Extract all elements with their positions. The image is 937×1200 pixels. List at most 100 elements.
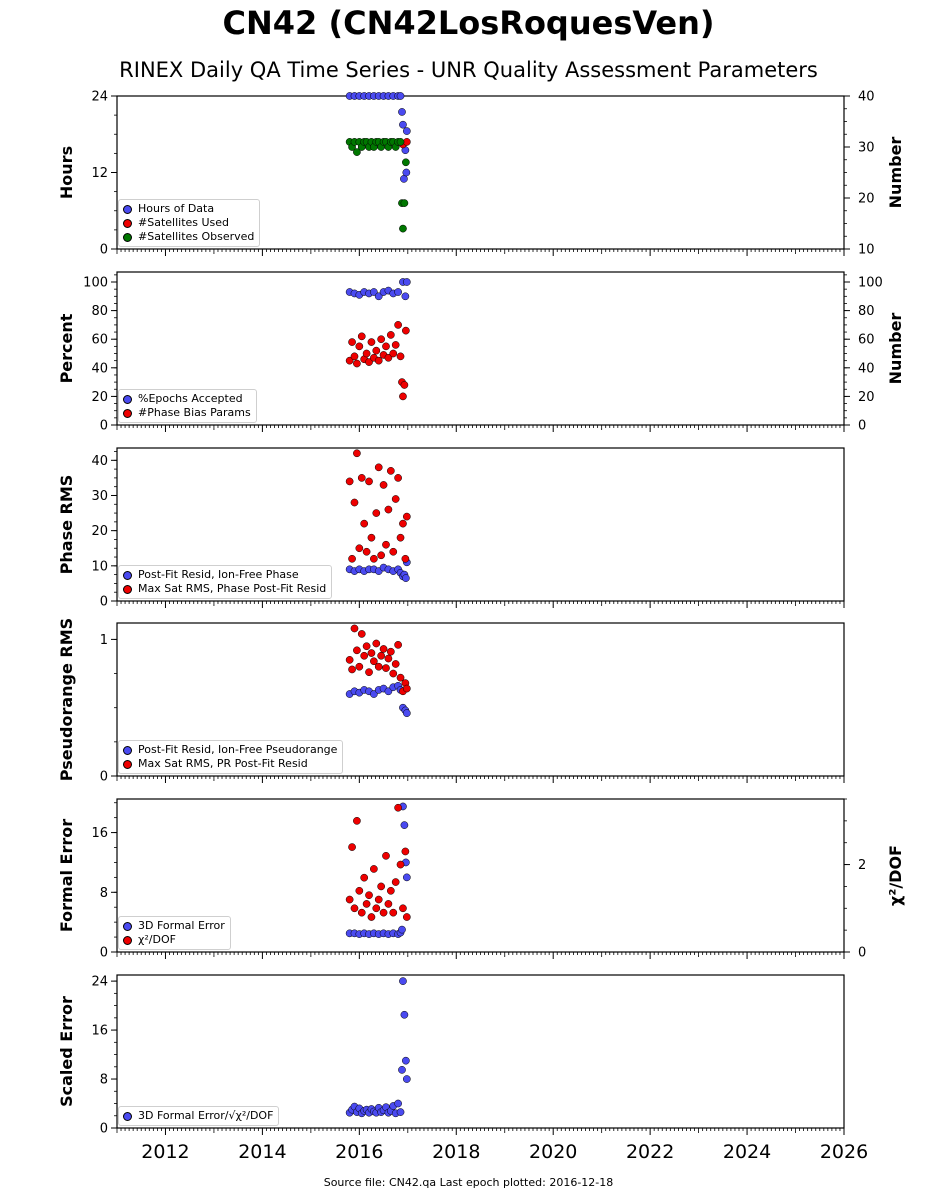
data-point xyxy=(394,803,402,812)
legend-label: 3D Formal Error/√χ²/DOF xyxy=(138,1109,274,1122)
data-point xyxy=(391,495,400,503)
data-point xyxy=(377,651,385,660)
data-point xyxy=(360,873,369,882)
y-tick-label: 40 xyxy=(91,454,108,469)
data-point xyxy=(402,1075,411,1083)
data-point xyxy=(362,642,371,651)
y-tick-label: 20 xyxy=(91,524,108,539)
data-point xyxy=(401,292,410,301)
data-point xyxy=(362,547,371,556)
y-tick-label: 20 xyxy=(91,390,108,405)
data-point xyxy=(402,574,410,582)
y-tick-label: 60 xyxy=(91,333,108,348)
data-point xyxy=(348,338,356,346)
y-tick-label: 0 xyxy=(100,770,108,785)
y-right-tick-label: 0 xyxy=(858,419,866,434)
legend-panel-6: 3D Formal Error/√χ²/DOF xyxy=(118,1106,280,1126)
y-right-tick-label: 40 xyxy=(858,90,875,105)
y-right-tick-label: 20 xyxy=(858,192,875,207)
y-tick-label: 30 xyxy=(91,489,108,504)
legend-item: Hours of Data xyxy=(123,202,254,216)
data-point xyxy=(345,477,354,486)
y-right-tick-label: 60 xyxy=(858,333,875,348)
data-point xyxy=(389,908,398,917)
data-point xyxy=(353,646,361,655)
data-point xyxy=(400,175,408,183)
y-right-axis-label: Number xyxy=(886,313,905,385)
data-point xyxy=(384,505,393,514)
y-tick-label: 0 xyxy=(100,243,108,258)
x-tick-label: 2016 xyxy=(335,1141,383,1163)
y-axis-label: Phase RMS xyxy=(57,475,76,575)
y-right-tick-label: 2 xyxy=(858,858,866,873)
data-point xyxy=(396,533,405,542)
data-point xyxy=(400,199,409,207)
legend-label: Max Sat RMS, PR Post-Fit Resid xyxy=(138,757,308,770)
data-point xyxy=(396,138,405,146)
legend-marker xyxy=(123,218,132,228)
data-point xyxy=(396,860,405,869)
data-point xyxy=(396,673,405,682)
data-point xyxy=(399,120,407,129)
legend-panel-4: Post-Fit Resid, Ion-Free Pseudorange Max … xyxy=(118,740,344,774)
data-point xyxy=(362,900,371,908)
data-point xyxy=(374,356,383,365)
legend-marker xyxy=(123,408,132,418)
data-point xyxy=(386,331,395,339)
data-point xyxy=(400,381,409,389)
data-point xyxy=(402,326,410,335)
y-tick-label: 0 xyxy=(100,419,108,434)
y-tick-label: 0 xyxy=(100,946,108,961)
data-point xyxy=(402,512,411,521)
data-point xyxy=(399,977,407,985)
data-point xyxy=(374,895,383,904)
y-tick-label: 16 xyxy=(91,826,108,841)
data-point xyxy=(372,509,381,517)
data-point xyxy=(391,660,400,668)
data-point xyxy=(367,338,376,346)
data-point xyxy=(379,645,388,653)
data-point xyxy=(402,1056,410,1065)
data-point xyxy=(345,356,354,365)
data-point xyxy=(400,821,409,829)
legend-item: Post-Fit Resid, Ion-Free Pseudorange xyxy=(123,743,337,757)
data-point xyxy=(350,904,359,913)
data-point xyxy=(394,321,402,329)
data-point xyxy=(372,904,381,913)
data-point xyxy=(362,349,371,358)
y-right-tick-label: 20 xyxy=(858,390,875,405)
data-point xyxy=(350,352,359,361)
data-point xyxy=(367,649,376,657)
data-point xyxy=(372,639,381,648)
y-tick-label: 24 xyxy=(91,90,108,105)
y-tick-label: 16 xyxy=(91,1024,108,1039)
data-point xyxy=(365,668,373,677)
x-tick-label: 2018 xyxy=(432,1141,480,1163)
y-right-axis-label: Number xyxy=(886,137,905,209)
data-point xyxy=(401,847,410,856)
y-axis-label: Hours xyxy=(57,146,76,199)
data-point xyxy=(355,342,364,351)
data-point xyxy=(355,886,364,895)
data-point xyxy=(365,358,373,366)
data-point xyxy=(398,108,406,116)
legend-label: %Epochs Accepted xyxy=(138,392,243,405)
data-point xyxy=(377,882,385,891)
y-right-tick-label: 0 xyxy=(858,946,866,961)
legend-panel-5: 3D Formal Error χ²/DOF xyxy=(118,916,231,950)
y-tick-label: 40 xyxy=(91,361,108,376)
x-tick-label: 2022 xyxy=(626,1141,674,1163)
data-point xyxy=(394,288,402,296)
y-tick-label: 8 xyxy=(100,1073,108,1088)
legend-panel-3: Post-Fit Resid, Ion-Free Phase Max Sat RM… xyxy=(118,565,333,599)
data-point xyxy=(350,624,359,633)
data-point xyxy=(357,332,366,341)
data-point xyxy=(353,817,361,825)
data-point xyxy=(402,158,410,167)
data-point xyxy=(370,865,378,873)
data-point xyxy=(396,1108,405,1116)
data-point xyxy=(394,474,402,482)
data-point xyxy=(402,913,411,921)
legend-label: Post-Fit Resid, Ion-Free Phase xyxy=(138,568,299,581)
